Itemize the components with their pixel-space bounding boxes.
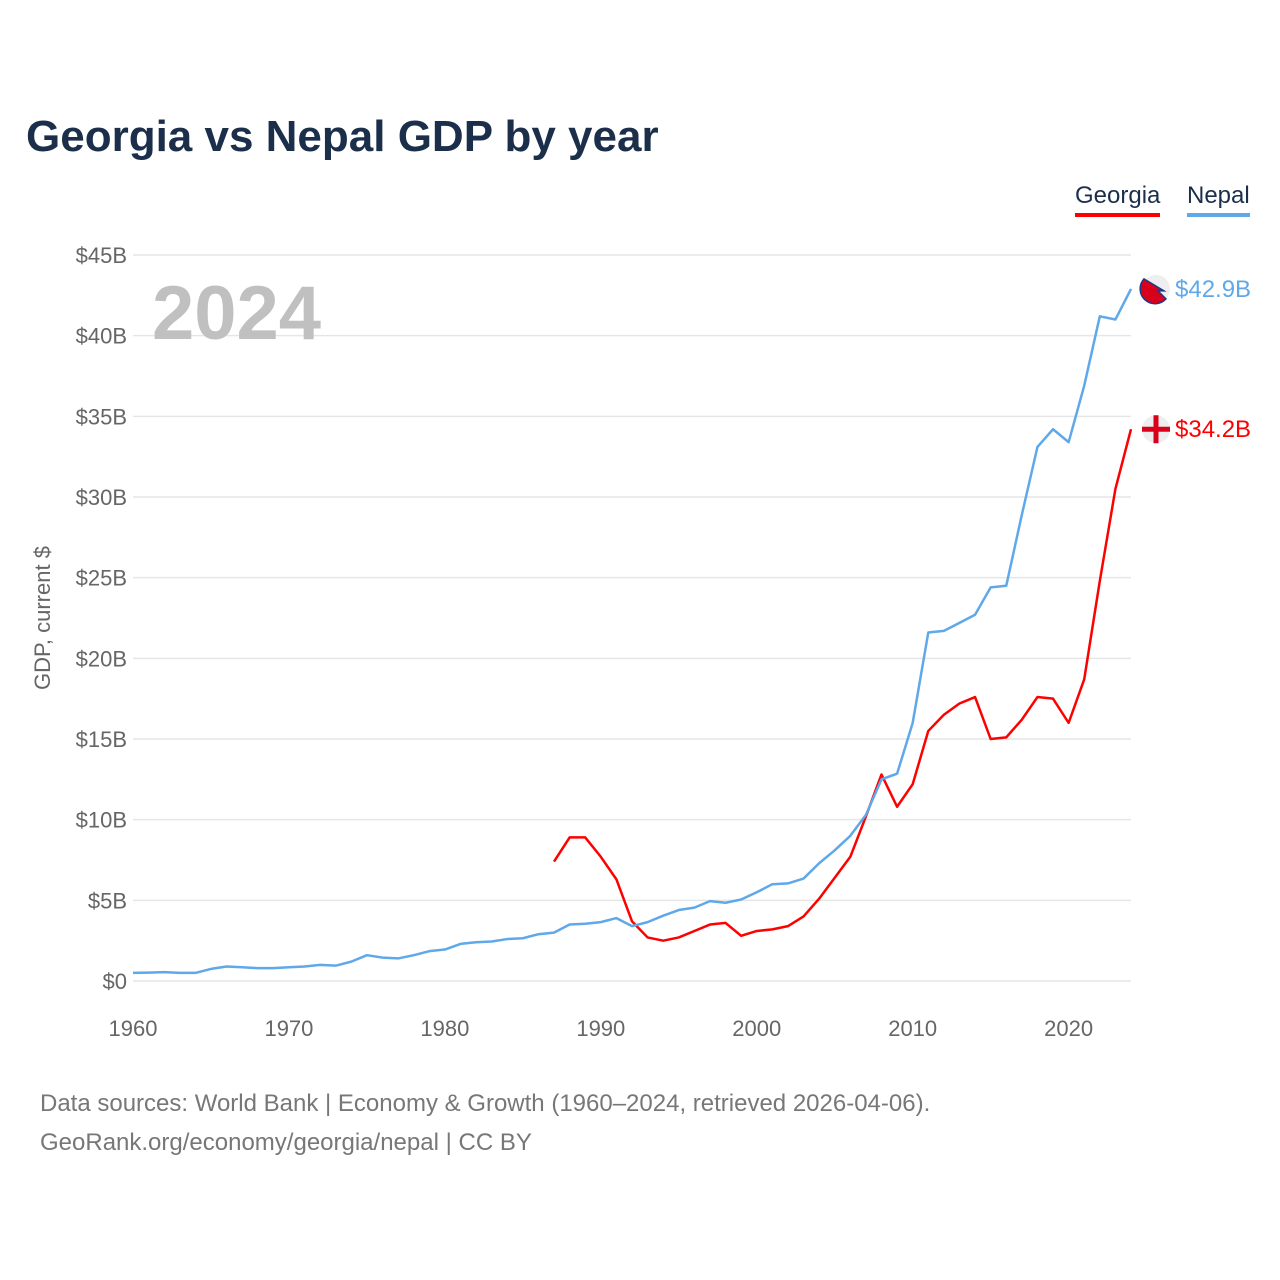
end-value-label: $34.2B [1175,416,1251,443]
nepal-flag-shape [1139,277,1168,305]
end-value-label: $42.9B [1175,276,1251,303]
legend-nepal[interactable]: Nepal [1187,182,1250,217]
x-tick-label: 1990 [576,1016,625,1041]
footer-link[interactable]: GeoRank.org/economy/georgia/nepal | CC B… [40,1129,532,1156]
x-tick-label: 2010 [888,1016,937,1041]
y-tick-label: $5B [88,888,127,913]
x-tick-label: 1960 [109,1016,158,1041]
y-tick-label: $30B [76,485,127,510]
footer-sources: Data sources: World Bank | Economy & Gro… [40,1090,931,1117]
x-tick-label: 2020 [1044,1016,1093,1041]
chart-title: Georgia vs Nepal GDP by year [26,112,659,161]
series-line-georgia [552,428,1133,942]
series-line-nepal [132,288,1133,975]
legend-georgia[interactable]: Georgia [1075,182,1161,217]
y-axis-label: GDP, current $ [30,546,55,690]
y-tick-label: $0 [103,969,127,994]
y-tick-label: $35B [76,404,127,429]
x-tick-label: 1980 [420,1016,469,1041]
year-label: 2024 [152,271,322,356]
x-tick-label: 2000 [732,1016,781,1041]
y-tick-label: $20B [76,646,127,671]
georgia-flag-cross-v [1153,415,1159,444]
y-tick-label: $15B [76,727,127,752]
footer: Data sources: World Bank | Economy & Gro… [40,1084,930,1162]
y-tick-label: $25B [76,566,127,591]
x-tick-label: 1970 [264,1016,313,1041]
y-tick-label: $10B [76,808,127,833]
y-tick-label: $40B [76,324,127,349]
y-tick-label: $45B [76,243,127,268]
